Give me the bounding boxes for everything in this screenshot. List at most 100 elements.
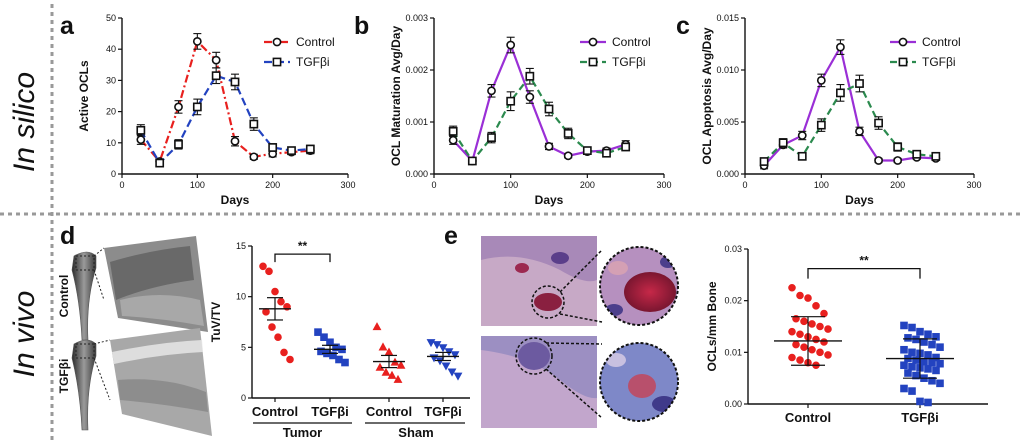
histology-control-zoom-cell-b <box>660 256 676 268</box>
data-point <box>908 348 916 357</box>
data-point <box>268 143 278 152</box>
x-tick-label: 0 <box>742 180 747 190</box>
data-point <box>249 152 259 162</box>
group-label-tumor: Tumor <box>283 425 322 440</box>
data-point <box>920 338 928 346</box>
category-label: TGFβi <box>311 404 349 419</box>
y-tick-label: 5 <box>241 342 246 352</box>
y-tick-label: 0 <box>241 393 246 403</box>
data-point <box>506 96 516 106</box>
series-line-TGFβi <box>763 82 936 163</box>
legend-swatch-marker <box>898 57 908 67</box>
y-tick-label: 0.002 <box>405 65 428 75</box>
data-point <box>855 79 864 88</box>
data-point <box>836 42 845 52</box>
x-tick-label: 100 <box>190 180 205 190</box>
control-zoom-line-bottom <box>93 269 105 301</box>
data-point <box>924 398 932 407</box>
y-tick-label: 0.000 <box>716 169 739 179</box>
panel-label-e: e <box>444 222 458 250</box>
data-point <box>314 328 322 336</box>
y-tick-label: 40 <box>106 44 116 54</box>
y-tick-label: 0.01 <box>724 347 742 357</box>
x-tick-label: 300 <box>966 180 981 190</box>
significance-label: ** <box>859 254 869 268</box>
control-zoom-line-top <box>93 247 105 257</box>
x-tick-label: 300 <box>656 180 671 190</box>
panel-label-b: b <box>354 12 369 40</box>
data-point <box>936 359 944 368</box>
y-tick-label: 0.015 <box>716 13 739 23</box>
legend-swatch-marker <box>898 37 908 47</box>
legend-swatch-marker <box>272 37 282 47</box>
histology-control-nuclei <box>551 252 569 264</box>
y-tick-label: 0.010 <box>716 65 739 75</box>
data-point <box>271 287 279 296</box>
data-point <box>174 139 183 149</box>
y-tick-label: 0.03 <box>724 244 742 254</box>
data-point <box>936 343 944 351</box>
data-point <box>759 157 769 166</box>
data-point <box>329 351 337 360</box>
data-point <box>287 146 296 155</box>
histology-control-zoom-border <box>599 246 679 326</box>
y-tick-label: 0.000 <box>405 169 428 179</box>
x-tick-label: 200 <box>890 180 905 190</box>
significance-bracket <box>274 253 331 263</box>
data-point <box>824 325 832 333</box>
histology-tgfbi-stroma <box>481 350 597 428</box>
chart-d-tuv-tv: 0 5 10 15 TuV/TV Control TGFβi Control TGFβi ** Tu… <box>209 239 470 440</box>
data-point <box>286 355 294 364</box>
legend-label: Control <box>922 35 961 49</box>
tgfbi-zoom-line-top <box>93 339 111 345</box>
data-point <box>912 149 922 159</box>
panel-label-c: c <box>676 12 690 40</box>
data-point <box>378 342 388 351</box>
data-point <box>487 86 496 96</box>
data-point <box>393 374 403 383</box>
data-point <box>487 133 496 142</box>
histology-control-zoom-cell-a <box>608 261 628 275</box>
data-point <box>924 351 932 359</box>
data-point <box>932 353 940 362</box>
data-point <box>467 156 477 166</box>
series-line-Control <box>452 42 627 164</box>
x-tick-label: 0 <box>119 180 124 190</box>
data-point <box>812 302 820 310</box>
data-point <box>341 358 349 367</box>
data-point <box>904 334 912 342</box>
data-point <box>280 348 288 357</box>
panel-label-d: d <box>60 222 75 250</box>
legend-label: Control <box>612 35 651 49</box>
category-label: TGFβi <box>901 410 939 425</box>
data-point <box>836 88 845 98</box>
data-point <box>381 367 391 376</box>
histology-control-zoom-osteoclast <box>624 272 676 312</box>
data-point <box>900 361 908 370</box>
control-microct-texture-dark <box>110 246 194 300</box>
data-point <box>796 291 804 300</box>
data-point <box>796 330 804 339</box>
data-point <box>506 40 516 50</box>
x-axis-label: Days <box>221 193 250 207</box>
data-point <box>800 317 808 326</box>
data-point <box>563 129 573 138</box>
histology-control-zoom <box>600 247 678 325</box>
histology-control-zoom-circle <box>531 285 565 319</box>
data-point <box>936 379 944 388</box>
data-point <box>274 333 282 342</box>
data-point <box>136 135 146 145</box>
microct-images: Control TGFβi <box>57 236 212 436</box>
data-point <box>387 370 397 379</box>
category-label: Control <box>252 404 298 419</box>
data-point <box>375 362 385 371</box>
data-point <box>800 343 808 351</box>
data-point <box>820 309 828 318</box>
data-point <box>602 148 611 158</box>
y-tick-label: 15 <box>236 241 246 251</box>
data-point <box>230 77 240 87</box>
data-point <box>778 138 788 148</box>
y-tick-label: 30 <box>106 75 116 85</box>
histology-images <box>481 236 679 428</box>
